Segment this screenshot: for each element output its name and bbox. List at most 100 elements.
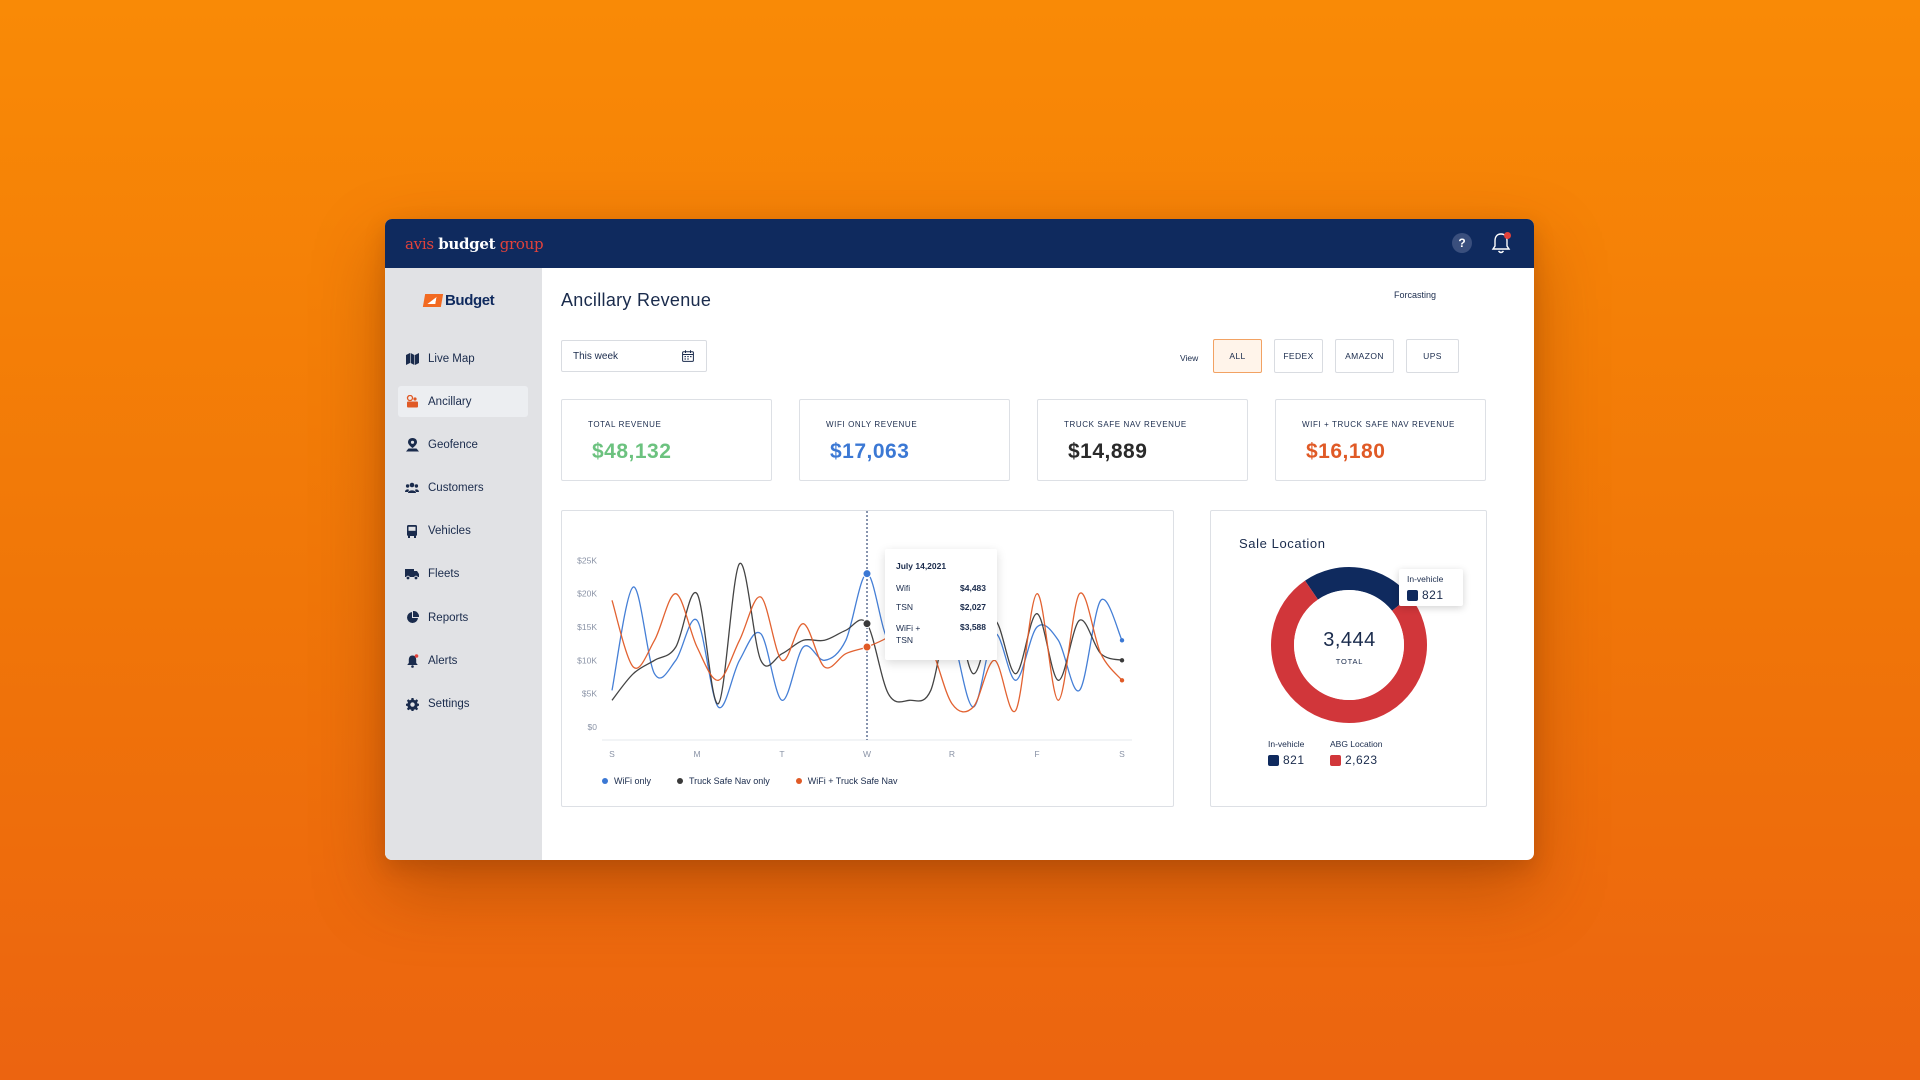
legend-label: Truck Safe Nav only — [689, 776, 770, 786]
date-range-picker[interactable]: This week — [561, 340, 707, 372]
legend-swatch — [1268, 754, 1279, 766]
revenue-line-chart-card: $0 $5K $10K $15K $20K $25K S M T W R F S July 14,202… — [561, 510, 1174, 807]
kpi-total-revenue: TOTAL REVENUE $48,132 — [561, 399, 772, 481]
y-tick-label: $0 — [588, 722, 598, 732]
tooltip-row-value: $3,588 — [960, 622, 986, 632]
brand-logo[interactable]: avis budget group — [405, 234, 544, 253]
help-glyph: ? — [1458, 236, 1466, 250]
brand-budget: budget — [438, 234, 496, 253]
hover-point — [862, 619, 872, 629]
donut-legend-value-abg: 2,623 — [1330, 753, 1378, 767]
sidebar-item-fleets[interactable]: Fleets — [398, 559, 528, 590]
view-filter-group: ALL FEDEX AMAZON UPS — [1213, 339, 1459, 373]
callout-swatch — [1407, 589, 1418, 601]
ancillary-icon — [405, 395, 419, 409]
x-tick-label: M — [693, 749, 700, 759]
y-tick-label: $15K — [577, 622, 597, 632]
kpi-truck-safe-nav-revenue: TRUCK SAFE NAV REVENUE $14,889 — [1037, 399, 1248, 481]
tooltip-row-wifi-tsn: WiFi + TSN $3,588 — [896, 622, 986, 646]
filter-fedex-button[interactable]: FEDEX — [1274, 339, 1323, 373]
kpi-label: TOTAL REVENUE — [588, 420, 662, 429]
users-icon — [405, 481, 419, 495]
sidebar-item-live-map[interactable]: Live Map — [398, 343, 528, 374]
sidebar-item-alerts[interactable]: Alerts — [398, 645, 528, 676]
sale-location-donut[interactable] — [1211, 511, 1488, 808]
end-point — [1119, 678, 1125, 683]
legend-item-truck-safe-nav[interactable]: Truck Safe Nav only — [677, 776, 770, 786]
help-icon[interactable]: ? — [1452, 233, 1472, 253]
legend-label: WiFi only — [614, 776, 652, 786]
legend-item-wifi-only[interactable]: WiFi only — [602, 776, 651, 786]
sidebar-item-ancillary[interactable]: Ancillary — [398, 386, 528, 418]
x-tick-label: S — [1119, 749, 1125, 759]
sidebar-item-label: Reports — [428, 611, 469, 624]
notification-dot — [1504, 232, 1511, 239]
donut-segment-in-vehicle[interactable] — [1305, 567, 1411, 612]
sidebar-nav: Live Map Ancillary Geofence Customers — [398, 343, 528, 732]
bus-icon — [405, 524, 419, 538]
budget-logo: Budget — [422, 292, 495, 309]
donut-segment-abg-location[interactable] — [1271, 580, 1427, 723]
sidebar-item-geofence[interactable]: Geofence — [398, 429, 528, 460]
end-point — [1119, 638, 1125, 643]
donut-total-label: TOTAL — [1335, 657, 1364, 666]
legend-label: WiFi + Truck Safe Nav — [807, 776, 898, 786]
notification-bell-icon[interactable] — [1490, 231, 1512, 255]
sidebar-item-label: Fleets — [428, 568, 460, 581]
kpi-value: $17,063 — [830, 440, 910, 463]
tooltip-row-label: TSN — [896, 602, 913, 612]
tooltip-row-value: $2,027 — [960, 602, 986, 612]
kpi-label: WIFI + TRUCK SAFE NAV REVENUE — [1302, 420, 1455, 429]
y-tick-label: $20K — [577, 589, 597, 599]
sidebar-item-label: Ancillary — [428, 395, 472, 408]
sidebar-item-customers[interactable]: Customers — [398, 473, 528, 504]
chart-legend: WiFi only Truck Safe Nav only WiFi + Tru… — [602, 776, 898, 786]
callout-value-row: 821 — [1407, 588, 1444, 602]
legend-dot — [795, 778, 802, 784]
tooltip-row-tsn: TSN $2,027 — [896, 602, 986, 612]
sidebar-item-settings[interactable]: Settings — [398, 689, 528, 720]
date-range-value: This week — [573, 350, 619, 362]
sidebar: Budget Live Map Ancillary Geofence — [385, 268, 542, 860]
app-window: avis budget group ? Budget — [385, 219, 1534, 860]
map-icon — [405, 352, 419, 366]
hover-point — [862, 569, 872, 579]
y-tick-label: $10K — [577, 655, 597, 665]
revenue-line-chart[interactable]: $0 $5K $10K $15K $20K $25K S M T W R F S — [562, 511, 1175, 808]
chart-tooltip: July 14,2021 Wifi $4,483 TSN $2,027 WiFi… — [885, 549, 997, 660]
top-bar-actions: ? — [1452, 231, 1512, 255]
y-tick-label: $25K — [577, 555, 597, 565]
sidebar-item-label: Customers — [428, 482, 484, 495]
hover-point — [862, 642, 872, 652]
budget-logo-mark-icon — [422, 294, 444, 307]
callout-label: In-vehicle — [1407, 574, 1444, 584]
filter-all-button[interactable]: ALL — [1213, 339, 1262, 373]
sidebar-item-label: Live Map — [428, 352, 475, 365]
truck-icon — [405, 567, 419, 581]
legend-item-wifi-tsn[interactable]: WiFi + Truck Safe Nav — [795, 776, 898, 786]
filter-ups-button[interactable]: UPS — [1406, 339, 1459, 373]
sidebar-item-reports[interactable]: Reports — [398, 602, 528, 633]
series-line-wifi-tsn — [611, 592, 1123, 713]
geofence-pin-icon — [405, 437, 419, 452]
sidebar-item-label: Geofence — [428, 438, 478, 451]
main-content: Ancillary Revenue Forcasting This week V… — [542, 268, 1534, 860]
sidebar-item-vehicles[interactable]: Vehicles — [398, 516, 528, 547]
legend-dot — [602, 778, 608, 784]
kpi-value: $16,180 — [1306, 440, 1386, 463]
tooltip-date: July 14,2021 — [896, 561, 947, 571]
tooltip-row-wifi: Wifi $4,483 — [896, 583, 986, 593]
filter-amazon-button[interactable]: AMAZON — [1335, 339, 1394, 373]
sale-location-title: Sale Location — [1239, 536, 1326, 551]
calendar-icon — [682, 350, 694, 365]
donut-callout: In-vehicle 821 — [1399, 569, 1463, 606]
callout-value: 821 — [1422, 588, 1444, 602]
budget-logo-text: Budget — [445, 292, 495, 309]
tooltip-row-value: $4,483 — [960, 583, 986, 593]
legend-dot — [677, 778, 684, 784]
brand-avis: avis — [405, 234, 434, 253]
kpi-label: WIFI ONLY REVENUE — [826, 420, 918, 429]
view-label: View — [1180, 353, 1199, 363]
forecasting-link[interactable]: Forcasting — [1394, 290, 1437, 300]
legend-swatch — [1330, 754, 1341, 766]
